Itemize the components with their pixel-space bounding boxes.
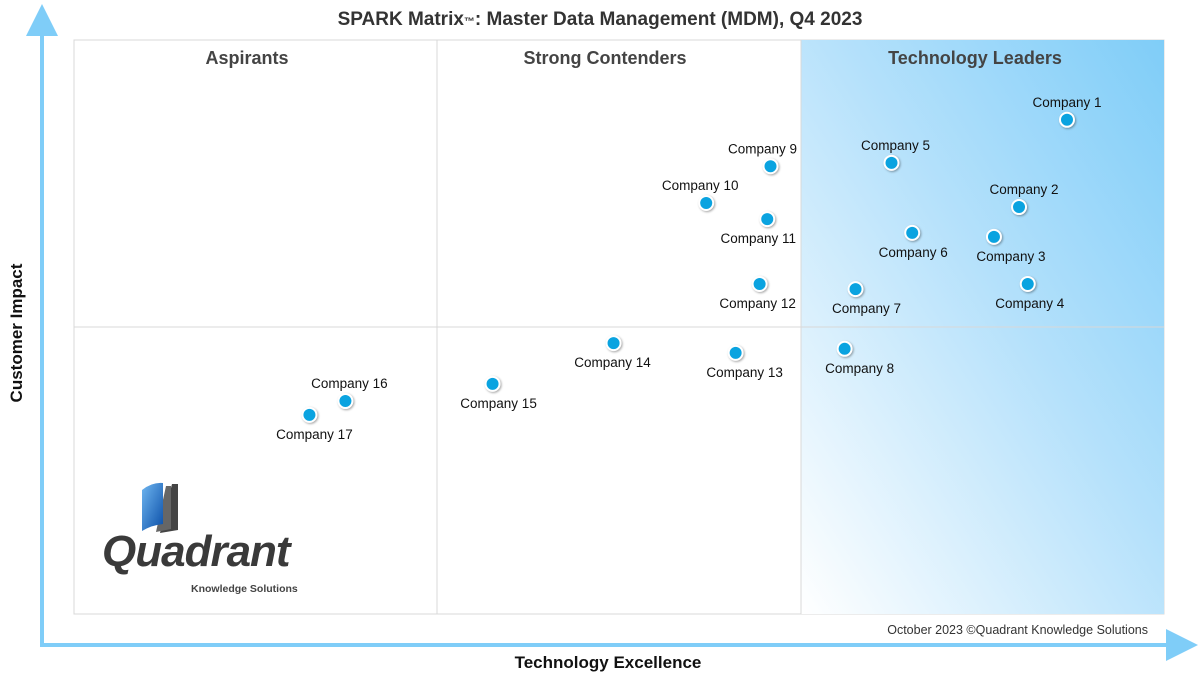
data-point-label: Company 14 xyxy=(574,355,651,370)
data-point-group: Company 8 xyxy=(825,340,894,376)
quadrant-label-aspirants: Aspirants xyxy=(205,48,288,68)
y-axis-label: Customer Impact xyxy=(7,263,26,402)
data-point-group: Company 1 xyxy=(1032,95,1102,128)
data-point xyxy=(1019,275,1036,292)
data-point-label: Company 9 xyxy=(728,141,797,156)
chart-title-trademark: ™ xyxy=(464,16,475,28)
data-point xyxy=(1011,199,1028,216)
data-point xyxy=(883,154,900,171)
data-point xyxy=(605,335,622,352)
data-point-label: Company 12 xyxy=(719,296,796,311)
data-point-group: Company 5 xyxy=(861,138,930,171)
data-point-group: Company 16 xyxy=(311,376,388,410)
data-point xyxy=(301,406,318,423)
data-point xyxy=(337,393,354,410)
data-point-label: Company 13 xyxy=(706,365,783,380)
data-point-label: Company 3 xyxy=(976,249,1045,264)
chart-title-rest: : Master Data Management (MDM), Q4 2023 xyxy=(475,9,863,30)
footnote: October 2023 ©Quadrant Knowledge Solutio… xyxy=(887,623,1148,637)
data-point-label: Company 15 xyxy=(460,396,537,411)
data-point xyxy=(847,281,864,298)
chart-title: SPARK Matrix™: Master Data Management (M… xyxy=(338,9,863,30)
quadrant-logo: Quadrant Knowledge Solutions xyxy=(102,482,298,595)
data-point-group: Company 11 xyxy=(720,211,796,246)
data-point-label: Company 11 xyxy=(720,231,796,246)
data-point xyxy=(904,224,921,241)
data-point-label: Company 1 xyxy=(1032,95,1101,110)
data-point-group: Company 10 xyxy=(662,178,739,212)
data-point xyxy=(762,158,779,175)
data-point xyxy=(759,211,776,228)
data-point-label: Company 10 xyxy=(662,178,739,193)
data-point xyxy=(1058,111,1075,128)
data-point-group: Company 15 xyxy=(460,375,537,411)
data-point-group: Company 3 xyxy=(976,228,1045,264)
data-point-group: Company 12 xyxy=(719,275,796,311)
data-point-group: Company 6 xyxy=(879,224,948,260)
data-point-label: Company 16 xyxy=(311,376,388,391)
chart-title-main: SPARK Matrix xyxy=(338,9,465,30)
quadrant-label-technology-leaders: Technology Leaders xyxy=(888,48,1062,68)
data-point-group: Company 2 xyxy=(990,182,1059,216)
data-point-label: Company 4 xyxy=(995,296,1065,311)
data-point xyxy=(985,228,1002,245)
data-point-label: Company 5 xyxy=(861,138,930,153)
data-point xyxy=(727,344,744,361)
logo-tagline: Knowledge Solutions xyxy=(191,583,298,595)
data-point-group: Company 7 xyxy=(832,281,901,316)
data-point xyxy=(698,195,715,212)
data-point-label: Company 8 xyxy=(825,361,894,376)
data-point-label: Company 17 xyxy=(276,427,353,442)
data-point-group: Company 17 xyxy=(276,406,353,442)
data-point-group: Company 14 xyxy=(574,335,651,370)
data-point-group: Company 13 xyxy=(706,344,783,380)
data-point-label: Company 6 xyxy=(879,245,948,260)
data-point xyxy=(751,275,768,292)
data-point-label: Company 7 xyxy=(832,301,901,316)
data-points: Company 1 Company 2 Company 3 Company 4 Comp… xyxy=(276,95,1101,442)
data-point xyxy=(836,340,853,357)
quadrant-label-strong-contenders: Strong Contenders xyxy=(523,48,686,68)
data-point-group: Company 4 xyxy=(995,275,1065,311)
x-axis-label: Technology Excellence xyxy=(515,653,702,672)
data-point xyxy=(484,375,501,392)
data-point-group: Company 9 xyxy=(728,141,797,175)
data-point-label: Company 2 xyxy=(990,182,1059,197)
logo-name: Quadrant xyxy=(102,527,293,576)
